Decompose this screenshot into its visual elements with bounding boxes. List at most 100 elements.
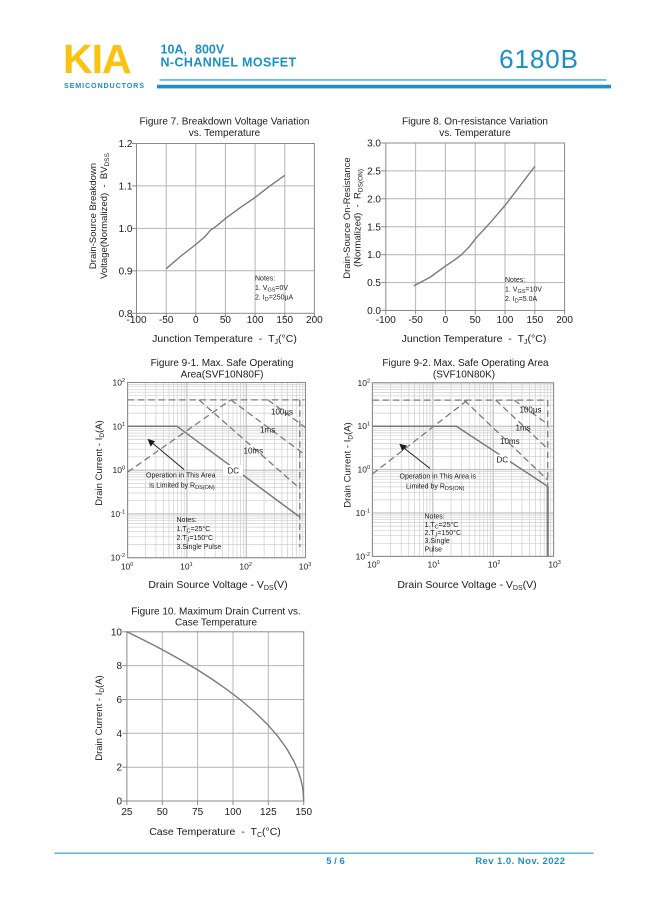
- svg-text:(SVF10N80K): (SVF10N80K): [433, 370, 495, 381]
- svg-text:KIA: KIA: [63, 36, 131, 82]
- svg-text:3.0: 3.0: [367, 139, 381, 150]
- svg-text:6180B: 6180B: [499, 44, 579, 74]
- svg-text:-50: -50: [159, 315, 174, 326]
- svg-text:1.1: 1.1: [119, 181, 133, 192]
- svg-text:vs. Temperature: vs. Temperature: [189, 128, 261, 139]
- svg-text:1.TC=25°C: 1.TC=25°C: [425, 521, 459, 531]
- svg-text:0: 0: [443, 315, 449, 326]
- svg-text:2. ID=250µA: 2. ID=250µA: [255, 295, 294, 304]
- svg-text:1. VGS=0V: 1. VGS=0V: [255, 285, 288, 294]
- svg-text:800V: 800V: [195, 43, 225, 57]
- svg-text:0.9: 0.9: [119, 266, 133, 277]
- svg-text:103: 103: [299, 562, 312, 572]
- svg-text:101: 101: [180, 562, 193, 572]
- svg-text:Voltage(Normalized) - BVDSS: Voltage(Normalized) - BVDSS: [99, 152, 111, 278]
- svg-text:75: 75: [192, 807, 204, 818]
- svg-text:Drain Current - ID(A): Drain Current - ID(A): [94, 675, 106, 760]
- svg-text:Case Temperature - TC(°C): Case Temperature - TC(°C): [149, 826, 281, 839]
- svg-text:100: 100: [247, 315, 264, 326]
- svg-text:102: 102: [239, 562, 252, 572]
- svg-text:10-1: 10-1: [111, 509, 125, 519]
- svg-text:100: 100: [112, 465, 125, 475]
- svg-text:Pulse: Pulse: [425, 547, 443, 554]
- svg-text:1.5: 1.5: [367, 222, 381, 233]
- svg-text:100: 100: [225, 807, 242, 818]
- svg-text:10-2: 10-2: [356, 551, 370, 561]
- svg-text:2.TJ=150°C: 2.TJ=150°C: [177, 534, 214, 544]
- svg-text:Drain Current - ID(A): Drain Current - ID(A): [94, 420, 106, 505]
- svg-text:150: 150: [295, 807, 312, 818]
- svg-text:100: 100: [357, 465, 370, 475]
- svg-text:125: 125: [260, 807, 277, 818]
- svg-text:Limited by RDS(ON): Limited by RDS(ON): [406, 484, 465, 493]
- svg-text:2.5: 2.5: [367, 166, 381, 177]
- svg-text:Notes:: Notes:: [177, 517, 197, 524]
- svg-text:Notes:: Notes:: [255, 276, 275, 283]
- svg-text:102: 102: [357, 378, 370, 388]
- svg-text:10ms: 10ms: [500, 437, 520, 446]
- svg-text:1.TC=25°C: 1.TC=25°C: [177, 525, 211, 535]
- svg-text:0: 0: [116, 797, 122, 808]
- svg-text:N-CHANNEL MOSFET: N-CHANNEL MOSFET: [161, 56, 297, 70]
- svg-text:10-1: 10-1: [356, 508, 370, 518]
- svg-text:Area(SVF10N80F): Area(SVF10N80F): [181, 370, 264, 381]
- svg-text:6: 6: [116, 695, 122, 706]
- svg-text:1.0: 1.0: [119, 224, 133, 235]
- svg-text:10-2: 10-2: [111, 553, 125, 563]
- svg-text:Operation in This Area: Operation in This Area: [146, 473, 216, 480]
- svg-text:101: 101: [357, 421, 370, 431]
- svg-text:Operation in This Area is: Operation in This Area is: [400, 474, 477, 481]
- svg-text:200: 200: [306, 315, 323, 326]
- svg-text:100µs: 100µs: [520, 406, 542, 415]
- svg-text:100: 100: [367, 560, 380, 570]
- svg-text:1ms: 1ms: [516, 424, 531, 433]
- svg-text:2.0: 2.0: [367, 194, 381, 205]
- svg-text:DC: DC: [497, 456, 509, 465]
- svg-text:Figure 9-2. Max. Safe Operatin: Figure 9-2. Max. Safe Operating Area: [382, 358, 549, 369]
- svg-text:Drain-Source Breakdown: Drain-Source Breakdown: [88, 163, 99, 269]
- svg-text:2. ID=5.0A: 2. ID=5.0A: [505, 296, 538, 305]
- svg-text:vs. Temperature: vs. Temperature: [439, 128, 511, 139]
- svg-text:(Normalized) - RDS(ON): (Normalized) - RDS(ON): [353, 169, 365, 267]
- svg-text:Junction Temperature - TJ(°C: Junction Temperature - TJ(°C): [152, 333, 297, 346]
- svg-text:50: 50: [157, 807, 169, 818]
- svg-text:100: 100: [497, 315, 514, 326]
- svg-text:103: 103: [548, 560, 561, 570]
- svg-text:Figure 10. Maximum Drain Curre: Figure 10. Maximum Drain Current vs.: [131, 607, 301, 618]
- svg-text:0.0: 0.0: [367, 306, 381, 317]
- svg-text:-50: -50: [408, 315, 423, 326]
- svg-text:102: 102: [488, 560, 501, 570]
- svg-text:Figure 7. Breakdown Voltage Va: Figure 7. Breakdown Voltage Variation: [140, 117, 310, 128]
- svg-text:-100: -100: [126, 315, 146, 326]
- svg-text:Drain Current - ID(A): Drain Current - ID(A): [343, 422, 355, 507]
- svg-text:Case Temperature: Case Temperature: [175, 618, 258, 629]
- svg-text:10ms: 10ms: [244, 447, 264, 456]
- svg-text:Junction Temperature - TJ(°C: Junction Temperature - TJ(°C): [402, 333, 547, 346]
- svg-text:Drain Source Voltage - VDS(V): Drain Source Voltage - VDS(V): [397, 579, 536, 592]
- svg-text:200: 200: [556, 315, 573, 326]
- svg-text:5 / 6: 5 / 6: [326, 856, 345, 867]
- svg-text:50: 50: [470, 315, 482, 326]
- svg-text:-100: -100: [376, 315, 396, 326]
- svg-text:150: 150: [526, 315, 543, 326]
- svg-text:Drain Source Voltage - VDS(V): Drain Source Voltage - VDS(V): [148, 579, 287, 592]
- svg-text:0: 0: [193, 315, 199, 326]
- svg-text:101: 101: [428, 560, 441, 570]
- svg-text:Figure 8. On-resistance Variat: Figure 8. On-resistance Variation: [402, 117, 548, 128]
- svg-text:Figure 9-1. Max. Safe Operatin: Figure 9-1. Max. Safe Operating: [151, 358, 294, 369]
- svg-text:Notes:: Notes:: [425, 513, 445, 520]
- svg-text:DC: DC: [228, 467, 240, 476]
- svg-text:2: 2: [116, 763, 122, 774]
- svg-text:4: 4: [116, 729, 122, 740]
- svg-text:25: 25: [121, 807, 133, 818]
- svg-text:SEMICONDUCTORS: SEMICONDUCTORS: [64, 81, 145, 90]
- svg-text:10A,: 10A,: [161, 43, 187, 57]
- svg-text:100µs: 100µs: [271, 408, 293, 417]
- svg-text:1.0: 1.0: [367, 250, 381, 261]
- svg-text:is Limited by RDS(ON): is Limited by RDS(ON): [149, 482, 215, 491]
- svg-text:150: 150: [276, 315, 293, 326]
- svg-text:0.8: 0.8: [119, 309, 133, 320]
- svg-text:101: 101: [112, 421, 125, 431]
- svg-text:102: 102: [112, 378, 125, 388]
- svg-text:1. VGS=10V: 1. VGS=10V: [505, 287, 542, 296]
